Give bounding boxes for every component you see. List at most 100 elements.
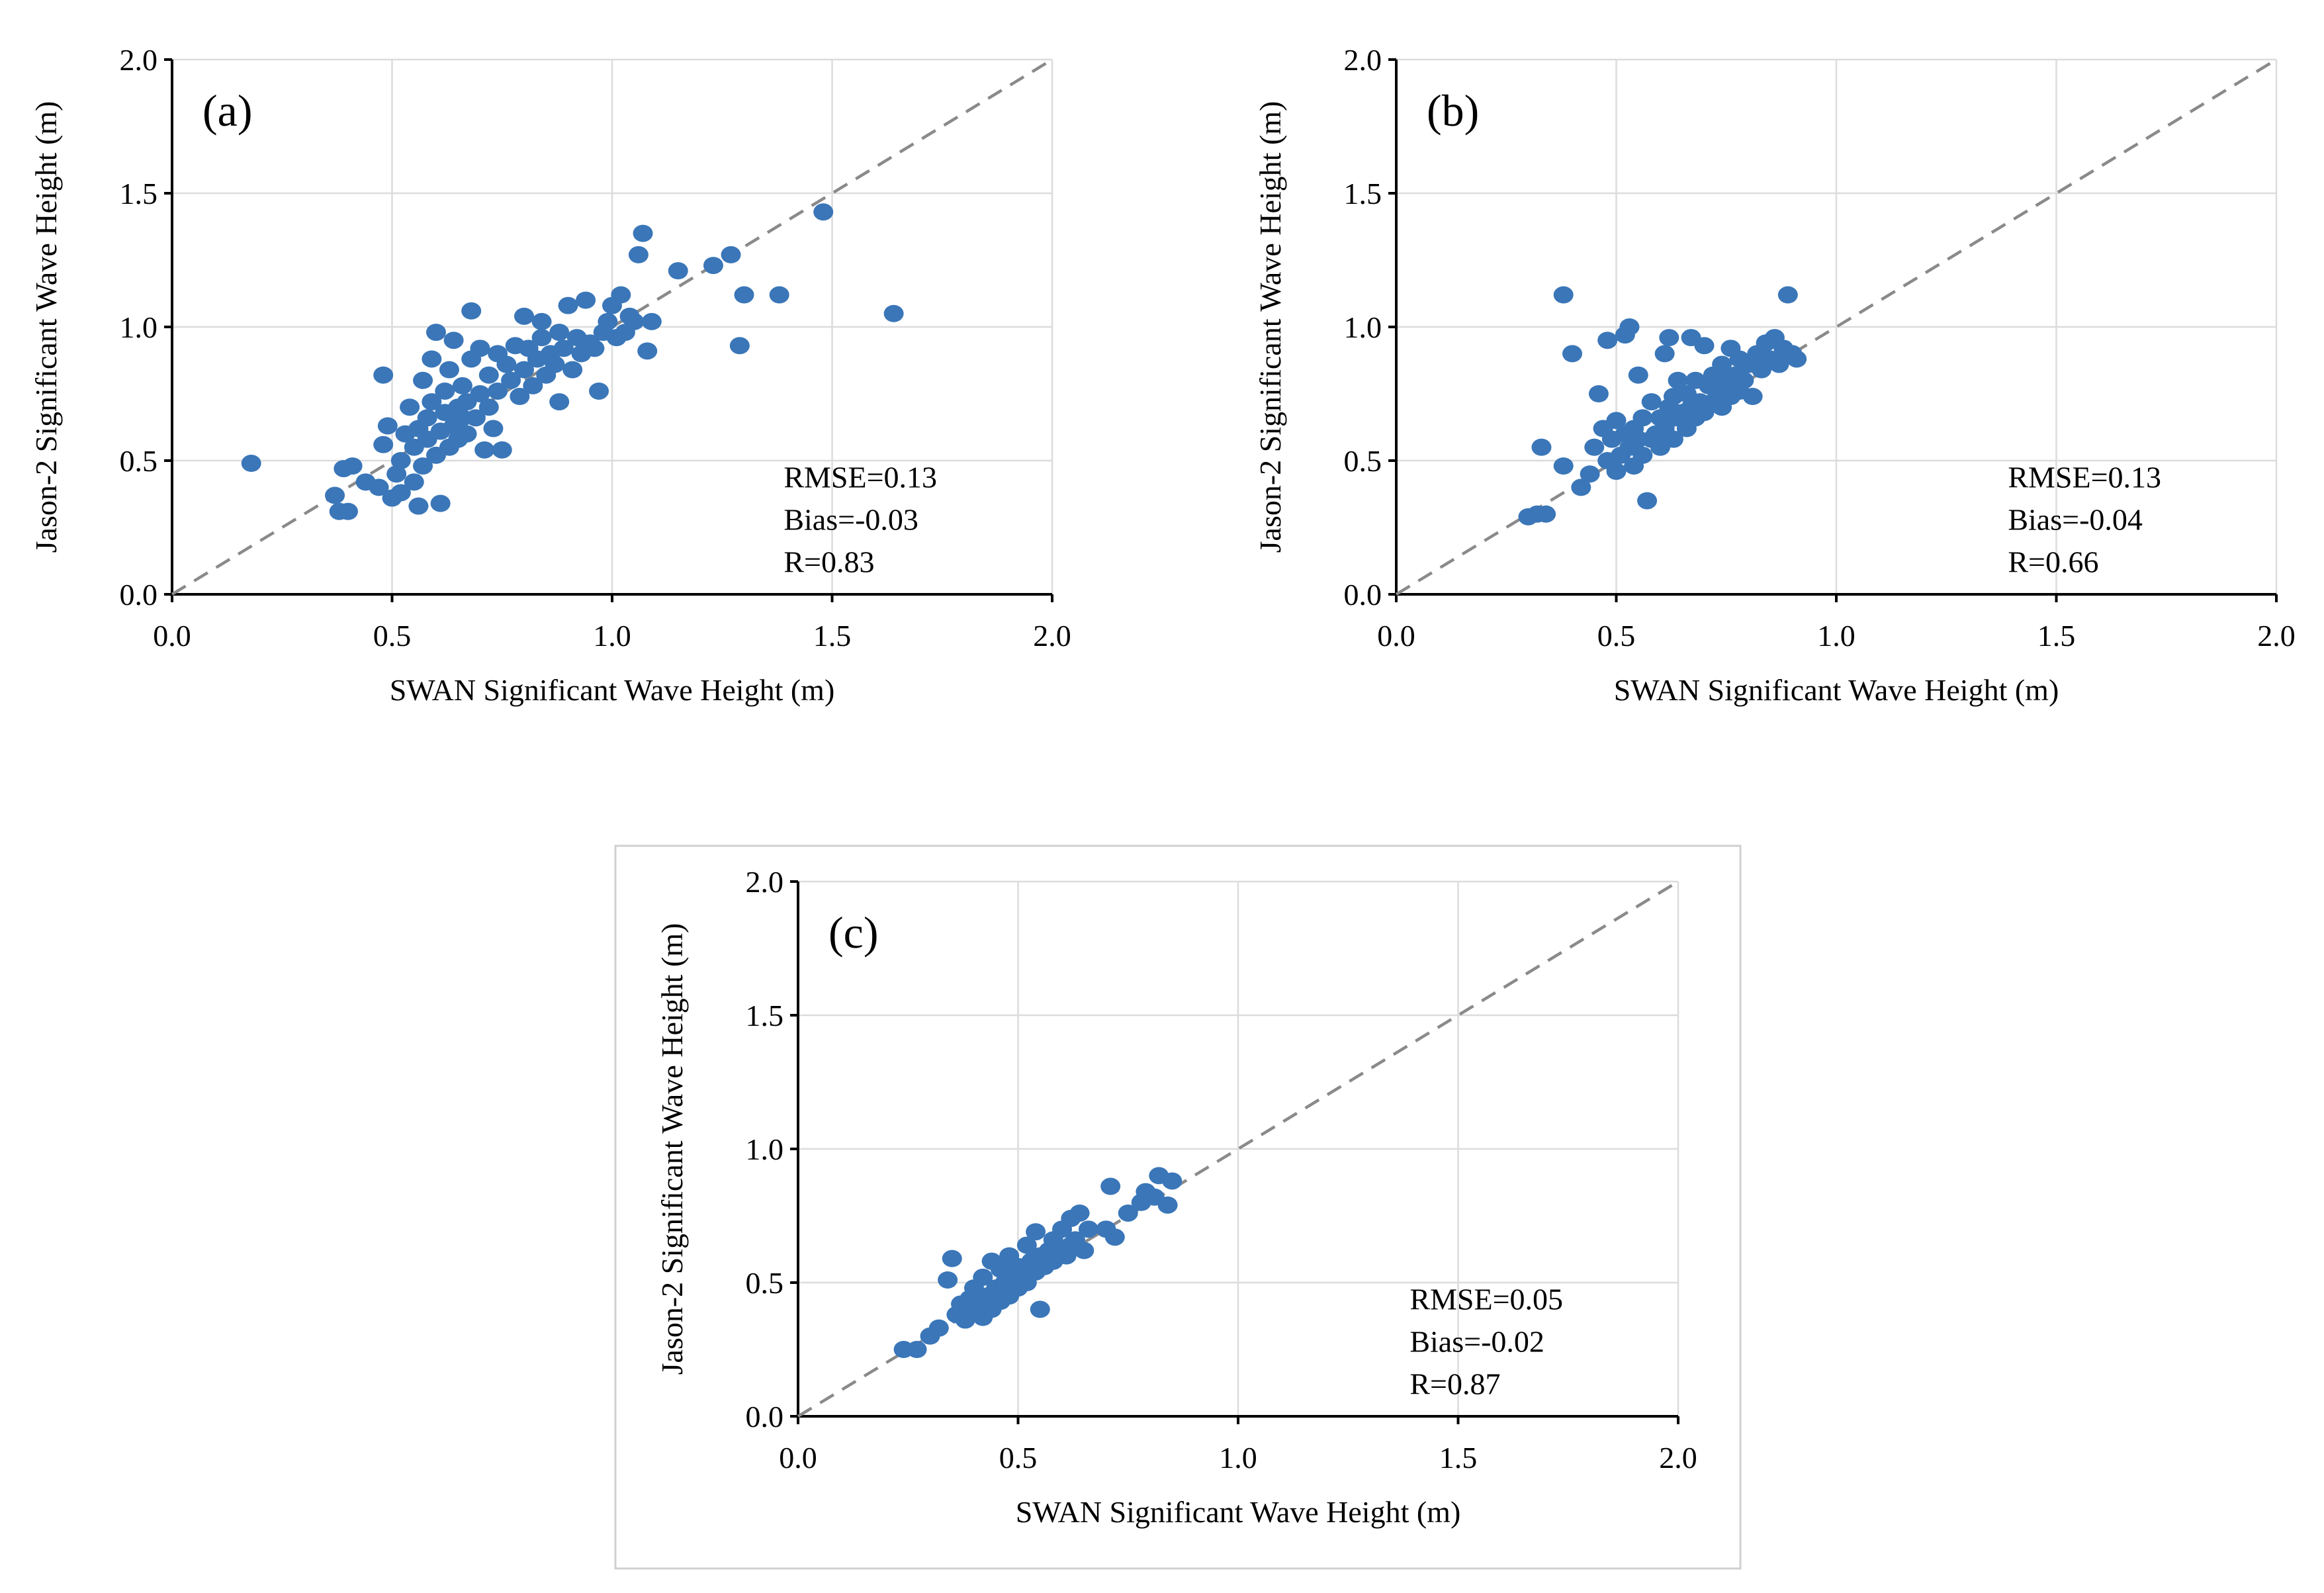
stat-text: RMSE=0.13 — [783, 460, 937, 494]
x-tick-label: 1.0 — [1817, 619, 1855, 653]
data-point — [1654, 345, 1675, 363]
y-tick-label: 2.0 — [1344, 43, 1382, 77]
data-point — [1157, 1196, 1178, 1214]
data-point — [1571, 478, 1591, 496]
y-tick-label: 2.0 — [746, 865, 784, 899]
x-axis-title: SWAN Significant Wave Height (m) — [1614, 673, 2059, 707]
data-point — [531, 312, 552, 330]
data-point — [633, 224, 653, 242]
data-point — [624, 312, 645, 330]
data-point — [1606, 463, 1627, 480]
x-tick-label: 0.5 — [999, 1441, 1038, 1475]
data-point — [413, 371, 433, 389]
stat-text: R=0.66 — [2008, 545, 2098, 578]
data-point — [369, 478, 389, 496]
one-to-one-reference-line — [1395, 58, 2278, 596]
data-point — [514, 361, 534, 379]
data-point — [1632, 409, 1653, 427]
data-point — [641, 312, 662, 330]
y-tick-label: 1.5 — [120, 177, 158, 210]
data-point — [1104, 1228, 1125, 1246]
x-tick-label: 0.0 — [153, 619, 191, 653]
data-point — [589, 382, 609, 400]
data-point — [510, 388, 530, 406]
data-point — [390, 484, 411, 502]
x-tick-label: 1.0 — [1219, 1441, 1257, 1475]
data-point — [813, 203, 834, 221]
data-point — [390, 452, 411, 469]
stat-text: Bias=-0.03 — [783, 502, 918, 536]
panel-label: (a) — [202, 85, 252, 136]
data-point — [470, 340, 490, 357]
y-tick-label: 0.5 — [746, 1266, 784, 1300]
data-point — [435, 382, 455, 400]
data-point — [1742, 388, 1763, 406]
data-point — [377, 417, 398, 435]
data-point — [558, 296, 578, 314]
data-point — [439, 361, 459, 379]
y-tick-label: 0.0 — [1344, 578, 1382, 612]
data-point — [413, 457, 433, 475]
data-point — [549, 324, 570, 341]
data-point — [628, 246, 648, 263]
x-tick-label: 2.0 — [1659, 1441, 1697, 1475]
data-point — [611, 286, 631, 304]
y-tick-label: 0.5 — [120, 444, 158, 478]
data-point — [373, 366, 394, 384]
data-point — [668, 262, 688, 280]
data-point — [734, 286, 754, 304]
stat-text: RMSE=0.05 — [1409, 1282, 1563, 1316]
data-point — [1659, 329, 1679, 347]
data-point — [1637, 492, 1658, 510]
data-point — [1026, 1223, 1046, 1241]
data-point — [1553, 286, 1574, 304]
data-point — [576, 291, 596, 309]
data-point — [1118, 1204, 1138, 1222]
data-point — [488, 382, 508, 400]
data-point — [1078, 1220, 1098, 1238]
x-tick-label: 1.5 — [1439, 1441, 1478, 1475]
data-point — [721, 246, 741, 263]
data-point — [1553, 457, 1574, 475]
data-point — [531, 329, 552, 347]
data-point — [1663, 430, 1683, 448]
data-point — [1734, 371, 1754, 389]
data-point — [584, 340, 605, 357]
data-point — [325, 486, 345, 504]
y-tick-label: 2.0 — [120, 43, 158, 77]
data-point — [483, 420, 504, 437]
data-point — [883, 304, 904, 322]
y-tick-label: 0.0 — [120, 578, 158, 612]
data-point — [1536, 505, 1556, 523]
data-point — [452, 377, 472, 394]
data-point — [907, 1341, 927, 1358]
one-to-one-reference-line — [797, 880, 1679, 1418]
data-point — [1562, 345, 1582, 363]
data-point — [1531, 438, 1552, 456]
stat-text: Bias=-0.02 — [1409, 1324, 1544, 1358]
panel-label: (b) — [1427, 85, 1479, 136]
data-point — [1100, 1177, 1121, 1195]
x-tick-label: 2.0 — [2257, 619, 2296, 653]
y-tick-label: 1.5 — [746, 999, 784, 1032]
data-point — [1769, 355, 1789, 373]
data-point — [729, 337, 750, 355]
chart-panel-c: 0.0 0.5 1.0 1.5 2.0 0.0 0.5 1.0 1.5 2.0 (c) RMSE=0.… — [614, 844, 1742, 1570]
data-point — [973, 1268, 993, 1286]
data-point — [457, 425, 477, 443]
data-point — [408, 497, 429, 515]
data-point — [938, 1271, 958, 1289]
x-axis-title: SWAN Significant Wave Height (m) — [390, 673, 835, 707]
data-point — [545, 355, 565, 373]
x-axis-title: SWAN Significant Wave Height (m) — [1016, 1495, 1461, 1529]
y-tick-label: 1.0 — [746, 1132, 784, 1166]
stat-text: R=0.87 — [1409, 1367, 1500, 1400]
data-point — [523, 377, 543, 394]
data-point — [501, 371, 521, 389]
data-point — [769, 286, 789, 304]
y-tick-label: 1.5 — [1344, 177, 1382, 210]
data-point — [404, 473, 424, 491]
data-point — [422, 350, 442, 368]
data-point — [1694, 337, 1715, 355]
